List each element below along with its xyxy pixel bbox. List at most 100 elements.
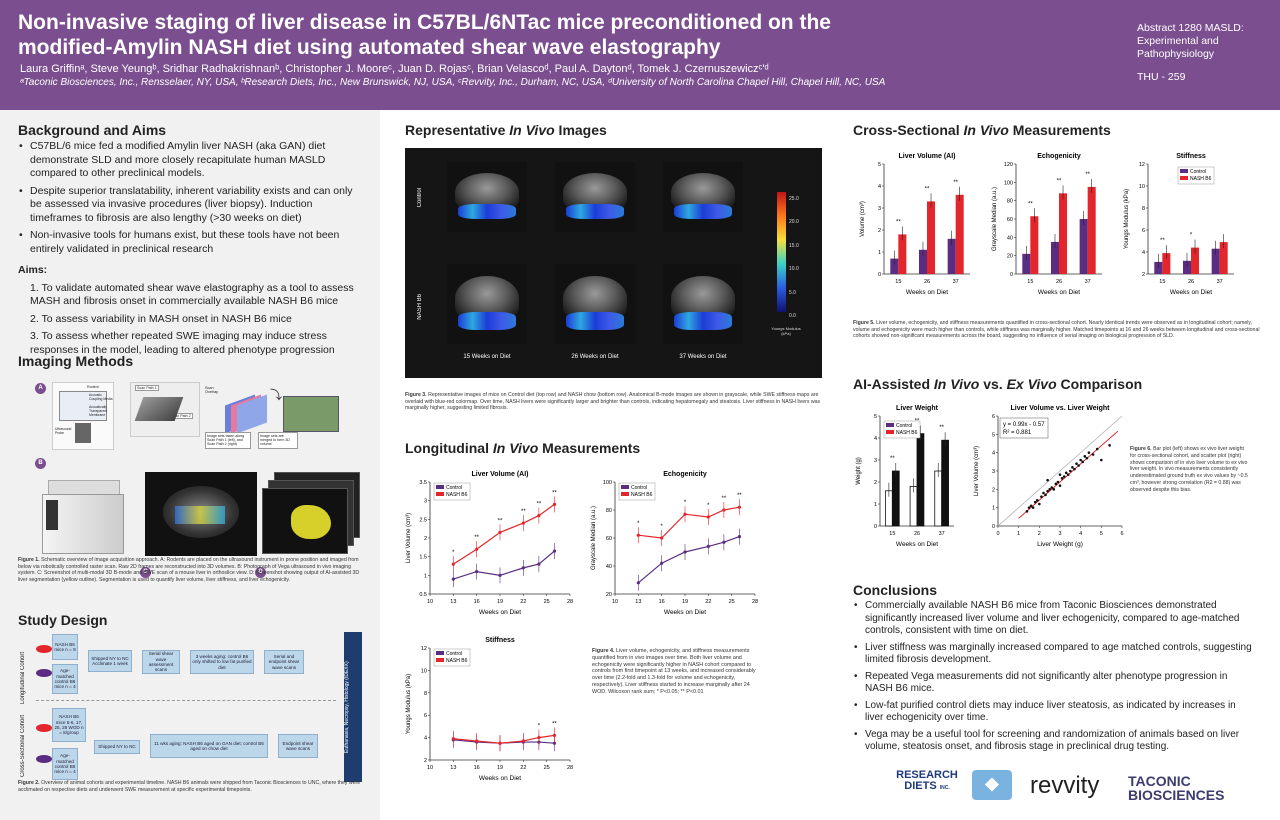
nash-point	[475, 547, 479, 551]
data-point	[1048, 488, 1051, 491]
legend-label: NASH B6	[896, 430, 918, 436]
legend-label: Control	[896, 423, 912, 429]
nash-point	[737, 505, 742, 509]
y-tick-label: 120	[1004, 162, 1013, 168]
conclusions-text: Commercially available NASH B6 mice from…	[853, 600, 1253, 758]
control-bar	[1211, 248, 1220, 274]
colorbar-label: Youngs Modulus (kPa)	[771, 326, 801, 336]
ai-comparison-heading: AI-Assisted In Vivo vs. Ex Vivo Comparis…	[853, 376, 1143, 392]
equation-label: y = 0.99x - 0.57	[1003, 422, 1045, 428]
legend-swatch	[436, 485, 444, 489]
y-tick-label: 100	[1004, 180, 1013, 186]
control-bar	[1154, 261, 1163, 274]
significance-label: **	[737, 493, 742, 499]
legend-label: Control	[446, 485, 462, 491]
data-point	[1027, 506, 1031, 509]
study-heading: Study Design	[18, 612, 108, 628]
y-axis-label: Youngs Modulus (kPa)	[406, 674, 412, 734]
image-control-15	[447, 162, 527, 232]
x-tick-label: 15	[1159, 279, 1165, 285]
col-label-26: 26 Weeks on Diet	[571, 354, 619, 360]
x-tick-label: 16	[474, 765, 480, 771]
figure-6-caption: Figure 6. Bar plot (left) shows ex vivo …	[1130, 446, 1248, 493]
significance-label: **	[890, 456, 895, 462]
legend-label: Control	[446, 651, 462, 657]
imaging-heading: Imaging Methods	[18, 353, 134, 369]
y-tick-label: 1	[878, 250, 881, 256]
control-point	[722, 540, 726, 544]
x-tick-label: 28	[752, 599, 758, 605]
panel-d-badge: D	[255, 567, 266, 578]
x-tick-label: 26	[1056, 279, 1062, 285]
y-tick-label: 1.5	[419, 555, 427, 561]
chart-title: Liver Volume vs. Liver Weight	[1011, 405, 1111, 412]
nash-line	[638, 506, 740, 539]
y-tick-label: 100	[603, 480, 612, 486]
y-tick-label: 3	[878, 206, 881, 212]
chart-title: Stiffness	[1176, 153, 1206, 160]
data-point	[1100, 458, 1103, 462]
representative-heading: Representative In Vivo Images	[405, 122, 607, 138]
nash-point	[552, 502, 557, 506]
long-aging-box: 3 weeks aging: control B6 only shifted t…	[190, 650, 254, 674]
nash-bar	[1087, 186, 1096, 274]
nash-bar	[891, 470, 900, 527]
image-nash-37	[663, 264, 743, 344]
right-column: Cross-Sectional In Vivo Measurements Liv…	[832, 110, 1280, 820]
x-axis-label: Weeks on Diet	[896, 541, 938, 548]
x-tick-label: 37	[1085, 279, 1091, 285]
legend-swatch	[436, 492, 444, 496]
label-coupling: Acoustic Coupling Media	[89, 393, 113, 401]
authors: Laura Griffinᵃ, Steve Yeungᵇ, Sridhar Ra…	[20, 63, 769, 75]
y-tick-label: 20	[606, 592, 612, 598]
y-tick-label: 60	[606, 536, 612, 542]
x-tick-label: 26	[914, 531, 920, 537]
nash-point	[521, 739, 525, 743]
data-point	[1073, 467, 1076, 471]
significance-label: *	[538, 724, 541, 730]
col-label-37: 37 Weeks on Diet	[679, 354, 727, 360]
y-tick-label: 4	[992, 451, 995, 457]
y-tick-label: 4	[1142, 250, 1145, 256]
y-tick-label: 80	[606, 508, 612, 514]
data-point	[1046, 478, 1049, 482]
x-tick-label: 6	[1120, 531, 1123, 537]
row-label-nash: NASH B6	[417, 294, 423, 320]
legend-label: Control	[631, 485, 647, 491]
nash-point	[537, 514, 541, 518]
cross-control-box: Age-matched control B6 mice n = 4	[52, 748, 78, 780]
background-heading: Background and Aims	[18, 122, 167, 138]
y-tick-label: 5	[874, 414, 877, 420]
long-control-box: Age-matched control B6 mice n = 4	[52, 664, 78, 694]
x-axis-label: Weeks on Diet	[664, 609, 706, 616]
chart-cross-volume: Liver Volume (AI) 0 1 2 3 4 5 Weeks on Diet Volu…	[860, 153, 970, 296]
longitudinal-label: Longitudinal Cohort	[20, 651, 26, 704]
y-tick-label: 8	[1142, 206, 1145, 212]
significance-label: *	[684, 500, 687, 506]
image-nash-15	[447, 264, 527, 344]
nash-point	[498, 741, 502, 745]
cross-shipped-box: Shipped NY to NC	[94, 740, 140, 754]
significance-label: **	[896, 219, 901, 225]
y-tick-label: 5	[878, 162, 881, 168]
x-tick-label: 25	[729, 599, 735, 605]
significance-label: **	[1057, 178, 1062, 184]
y-tick-label: 6	[992, 414, 995, 420]
data-point	[1108, 444, 1111, 447]
data-point	[1038, 502, 1041, 506]
nash-bar	[955, 194, 964, 274]
control-point	[737, 535, 742, 539]
background-bullet: Despite superior translatability, inhere…	[18, 185, 363, 226]
data-point	[1042, 491, 1045, 495]
col-label-15: 15 Weeks on Diet	[463, 354, 511, 360]
legend-swatch	[436, 651, 444, 655]
aim-item: 1. To validate automated shear wave elas…	[30, 281, 354, 308]
panel-a-badge: A	[35, 383, 46, 394]
control-point	[475, 570, 479, 574]
x-axis-label: Weeks on Diet	[479, 609, 521, 616]
control-bar	[934, 470, 943, 527]
panel-b-badge: B	[35, 458, 46, 469]
y-tick-label: 1	[874, 502, 877, 508]
data-point	[1087, 451, 1091, 454]
significance-label: *	[637, 521, 640, 527]
